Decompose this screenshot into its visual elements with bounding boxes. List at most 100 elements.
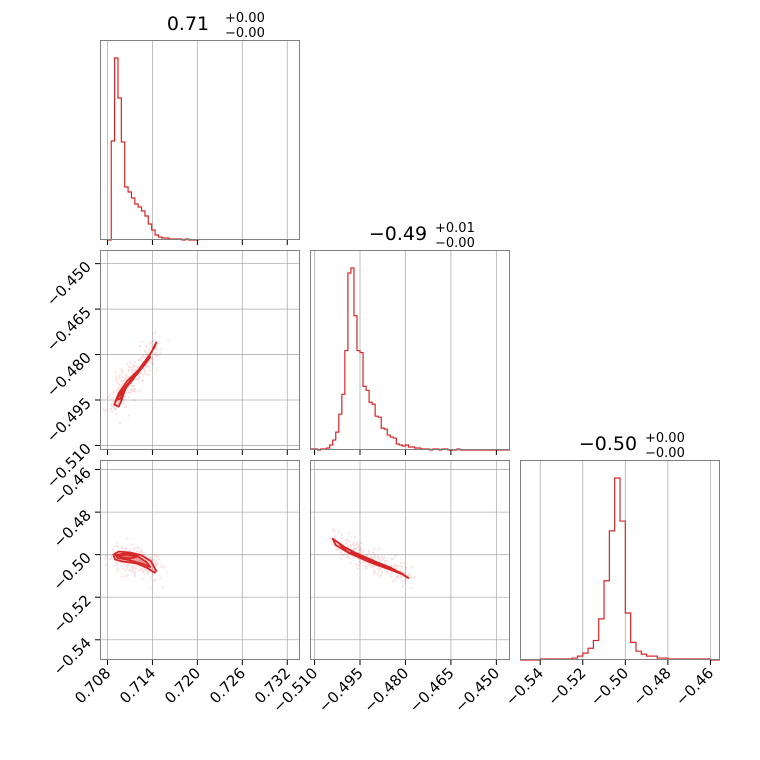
sample-point	[410, 565, 413, 569]
sample-point	[380, 567, 383, 571]
sample-point	[116, 381, 119, 384]
sample-point	[120, 379, 124, 382]
sample-point	[372, 569, 375, 572]
sample-point	[380, 570, 384, 574]
sample-point	[385, 559, 388, 562]
sample-point	[114, 545, 117, 548]
sample-point	[153, 562, 156, 565]
sample-point	[337, 531, 340, 534]
x-tick-label-p2-4: −0.46	[672, 664, 717, 709]
sample-point	[156, 555, 160, 559]
sample-point	[121, 376, 124, 379]
param-err-plus-2: +0.00	[645, 431, 685, 446]
sample-point	[365, 553, 368, 557]
sample-point	[132, 389, 135, 392]
sample-point	[355, 547, 358, 551]
sample-point	[126, 563, 129, 566]
sample-point	[133, 546, 136, 549]
sample-point	[122, 398, 125, 401]
sample-point	[136, 365, 139, 368]
sample-point	[121, 547, 124, 550]
sample-point	[376, 572, 379, 576]
y-tick-label-p2-r2-3: −0.48	[50, 506, 95, 551]
sample-point	[346, 555, 349, 558]
x-tick-label-p0-1: 0.714	[116, 664, 159, 707]
sample-point	[358, 543, 361, 546]
sample-point	[148, 342, 151, 345]
sample-point	[150, 555, 153, 558]
sample-point	[158, 352, 162, 355]
sample-point	[120, 546, 123, 550]
sample-point	[131, 569, 134, 572]
sample-point	[373, 557, 376, 560]
sample-point	[149, 576, 152, 579]
sample-point	[125, 373, 128, 377]
panel-1-2-frame	[310, 460, 510, 660]
sample-point	[121, 370, 124, 373]
sample-point	[114, 407, 118, 410]
sample-point	[137, 390, 140, 393]
sample-point	[121, 382, 124, 385]
sample-point	[123, 548, 126, 552]
sample-point	[104, 555, 107, 558]
sample-point	[379, 575, 382, 578]
sample-point	[128, 548, 131, 552]
x-tick-label-p2-1: −0.52	[544, 664, 589, 709]
sample-point	[120, 379, 123, 382]
sample-point	[104, 557, 107, 560]
sample-point	[159, 348, 162, 351]
sample-point	[120, 379, 123, 382]
sample-point	[160, 565, 163, 569]
sample-point	[133, 399, 136, 402]
sample-point	[392, 557, 395, 561]
sample-point	[136, 366, 139, 369]
sample-point	[129, 388, 132, 392]
sample-point	[122, 376, 125, 379]
sample-point	[128, 366, 131, 369]
sample-point	[403, 562, 406, 565]
sample-point	[113, 408, 117, 411]
sample-point	[341, 553, 344, 557]
hist-panel-2-frame	[520, 460, 720, 660]
sample-point	[122, 376, 125, 379]
x-tick-label-p0-2: 0.720	[161, 664, 204, 707]
sample-point	[111, 397, 114, 400]
sample-point	[131, 390, 134, 393]
sample-point	[365, 566, 368, 570]
sample-point	[372, 564, 375, 567]
sample-point	[145, 353, 148, 356]
sample-point	[116, 561, 120, 565]
sample-point	[118, 373, 121, 376]
sample-point	[114, 564, 117, 567]
y-tick-label-p2-r2-0: −0.54	[50, 634, 95, 679]
x-tick-label-p1-3: −0.465	[406, 664, 458, 716]
sample-point	[146, 364, 149, 367]
sample-point	[345, 542, 348, 545]
sample-point	[370, 556, 373, 560]
sample-point	[349, 561, 352, 564]
x-tick-label-p1-4: −0.450	[451, 664, 503, 716]
sample-point	[117, 388, 120, 391]
sample-point	[370, 565, 373, 569]
sample-point	[110, 555, 113, 558]
sample-point	[110, 407, 113, 411]
y-tick-label-p1-r1-1: −0.495	[43, 394, 95, 446]
sample-point	[155, 560, 158, 563]
sample-point	[129, 361, 132, 364]
sample-point	[137, 358, 140, 361]
sample-point	[112, 392, 115, 396]
sample-point	[347, 545, 350, 548]
sample-point	[127, 563, 130, 567]
sample-point	[145, 345, 148, 348]
sample-point	[354, 547, 357, 550]
sample-point	[150, 358, 153, 361]
sample-point	[124, 376, 127, 379]
sample-point	[128, 568, 131, 572]
sample-point	[138, 376, 141, 379]
sample-point	[350, 543, 353, 547]
sample-point	[127, 391, 130, 394]
sample-point	[145, 365, 148, 368]
sample-point	[134, 388, 137, 391]
sample-point	[155, 562, 158, 565]
sample-point	[354, 535, 357, 538]
